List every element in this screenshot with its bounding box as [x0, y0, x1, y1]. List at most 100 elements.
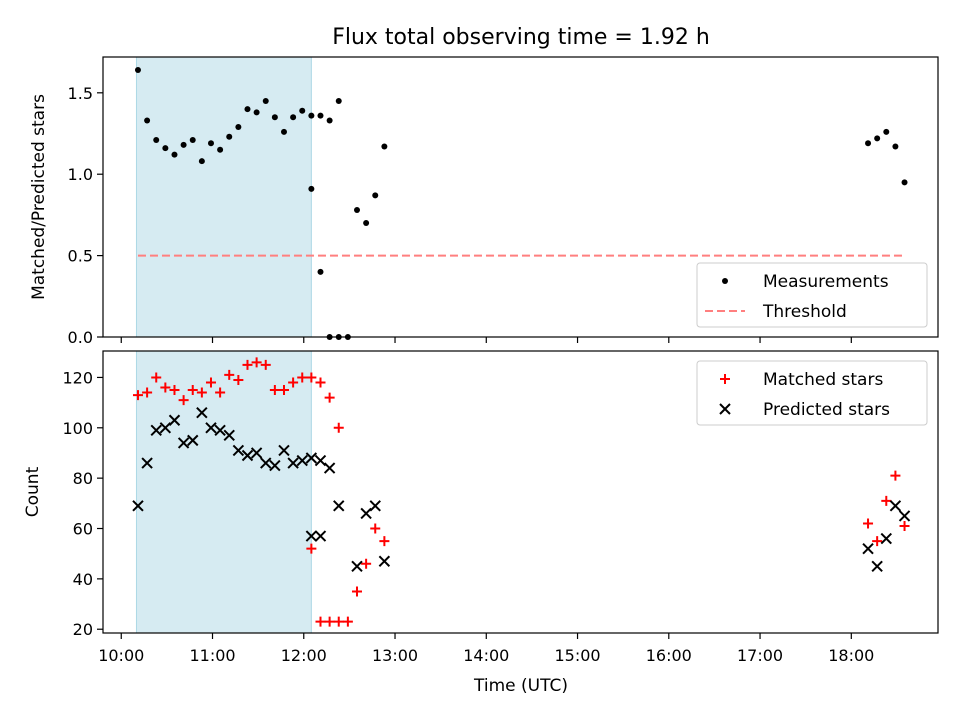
data-point	[314, 454, 327, 467]
legend-label: Predicted stars	[763, 400, 890, 420]
data-point	[379, 536, 390, 547]
series-matched-stars	[132, 357, 910, 627]
data-point	[244, 106, 251, 113]
data-point	[280, 128, 287, 135]
data-point	[142, 387, 153, 398]
data-point	[278, 444, 290, 457]
data-point	[335, 97, 342, 104]
data-point	[269, 385, 280, 396]
data-point	[160, 382, 171, 393]
data-point	[260, 359, 271, 370]
data-point	[253, 109, 260, 116]
data-point	[351, 586, 362, 597]
legend: Measurements Threshold	[696, 262, 928, 328]
figure-title: Flux total observing time = 1.92 h	[332, 25, 710, 50]
data-point	[214, 424, 226, 437]
legend-box	[696, 360, 928, 426]
data-point	[324, 616, 335, 627]
data-point	[233, 374, 244, 385]
data-point	[132, 500, 144, 512]
data-point	[317, 268, 324, 275]
data-point	[306, 543, 317, 554]
x-tick-label: 18:00	[828, 646, 874, 665]
y-axis-label: Count	[23, 466, 43, 517]
data-point	[865, 140, 872, 147]
data-point	[874, 135, 881, 142]
data-point	[323, 462, 336, 474]
data-point	[189, 137, 196, 144]
data-point	[287, 457, 299, 469]
data-point	[271, 114, 278, 121]
data-point	[153, 137, 160, 144]
data-point	[305, 530, 318, 542]
data-point	[899, 520, 910, 531]
data-point	[288, 377, 299, 388]
data-point	[881, 495, 892, 506]
data-point	[308, 112, 315, 119]
data-point	[260, 457, 272, 469]
y-tick-label: 120	[62, 368, 93, 387]
data-point	[342, 616, 353, 627]
data-point	[862, 542, 874, 555]
y-tick-label: 80	[73, 469, 93, 488]
legend-handle	[720, 374, 730, 384]
data-point	[378, 555, 391, 567]
data-point	[159, 422, 172, 434]
data-point	[180, 141, 187, 148]
data-point	[198, 158, 205, 165]
data-point	[315, 616, 326, 627]
data-point	[169, 385, 180, 396]
data-point	[306, 372, 317, 383]
data-point	[305, 452, 318, 464]
data-point	[241, 449, 254, 462]
x-tick-label: 14:00	[463, 646, 509, 665]
data-point	[242, 359, 253, 370]
data-point	[381, 143, 388, 150]
x-tick-label: 15:00	[554, 646, 600, 665]
data-point	[871, 560, 883, 572]
data-point	[361, 558, 372, 569]
y-tick-label: 0.0	[68, 328, 93, 347]
data-point	[224, 369, 235, 380]
x-tick-label: 17:00	[737, 646, 783, 665]
observing-span	[135, 56, 312, 338]
x-tick-label: 12:00	[281, 646, 327, 665]
legend-label: Threshold	[762, 302, 847, 322]
legend-label: Matched stars	[763, 370, 883, 390]
data-point	[333, 616, 344, 627]
data-point	[317, 112, 324, 119]
data-point	[324, 392, 335, 403]
data-point	[162, 145, 169, 152]
data-point	[351, 560, 363, 572]
data-point	[196, 406, 208, 419]
data-point	[269, 459, 281, 472]
data-point	[187, 385, 198, 396]
plot-frame	[102, 56, 939, 338]
data-point	[226, 133, 233, 140]
data-point	[168, 414, 181, 426]
data-point	[889, 500, 902, 512]
y-tick-label: 20	[73, 620, 93, 639]
data-point	[217, 146, 224, 153]
data-point	[235, 124, 242, 130]
data-point	[207, 140, 214, 147]
data-point	[278, 385, 289, 396]
data-point	[880, 532, 892, 545]
x-tick-label: 11:00	[189, 646, 235, 665]
data-point	[360, 507, 372, 520]
y-tick-label: 60	[73, 520, 93, 539]
data-point	[150, 424, 162, 437]
data-point	[134, 67, 141, 74]
data-point	[314, 530, 327, 542]
x-axis-label: Time (UTC)	[473, 676, 568, 696]
chart-panels: 0.0 0.5 1.0 1.5 Matched/Predicted stars Measu…	[23, 56, 939, 665]
data-point	[883, 128, 890, 135]
data-point	[898, 510, 911, 522]
x-tick-label: 10:00	[98, 646, 144, 665]
y-tick-label: 100	[62, 419, 93, 438]
data-point	[372, 192, 379, 199]
data-point	[369, 500, 381, 512]
legend-label: Measurements	[763, 272, 889, 292]
data-point	[171, 151, 178, 158]
